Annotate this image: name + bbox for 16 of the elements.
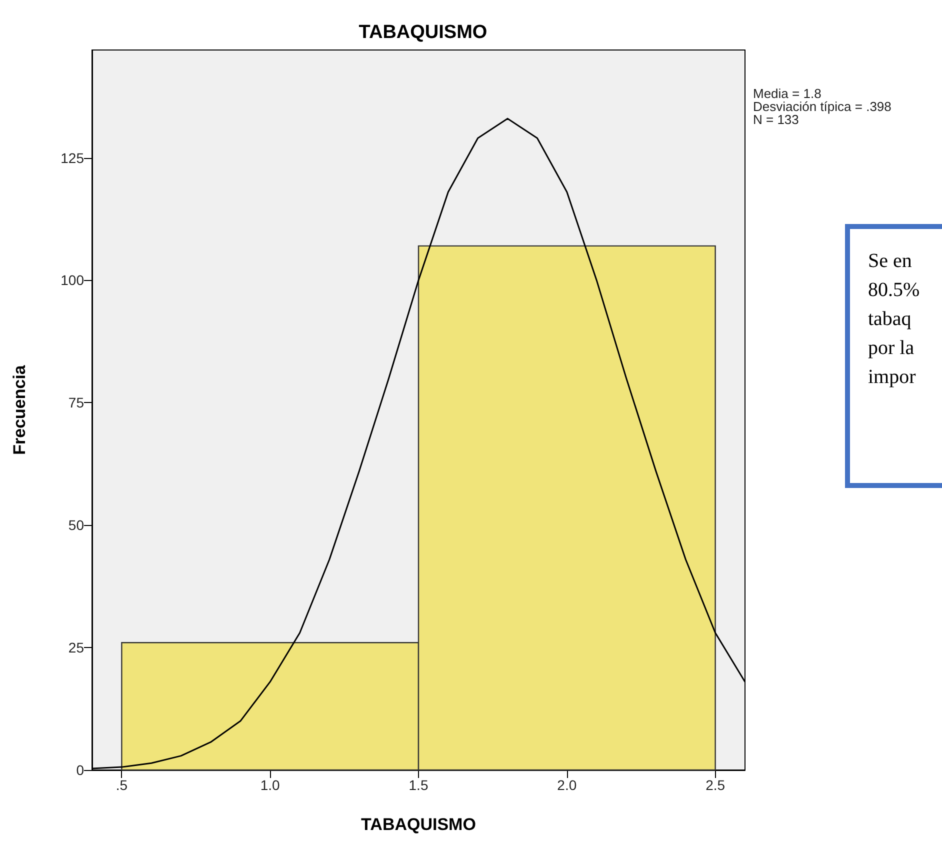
y-tick-label: 75 bbox=[68, 394, 84, 411]
x-tick-label: 2.0 bbox=[557, 777, 577, 793]
x-tick-label: 1.0 bbox=[260, 777, 280, 793]
y-tick-label: 0 bbox=[76, 762, 84, 778]
y-tick-label: 25 bbox=[68, 640, 84, 656]
y-axis-title: Frecuencia bbox=[10, 364, 29, 455]
text: Media = 1.8 Desviación típica = .398 N = 133 bbox=[753, 86, 892, 127]
y-tick-label: 125 bbox=[60, 150, 84, 166]
y-tick-label: 50 bbox=[68, 517, 84, 534]
text-box: Se en 80.5% tabaq por la impor bbox=[845, 224, 942, 488]
chart-title: TABAQUISMO bbox=[358, 22, 488, 43]
y-tick-label: 100 bbox=[60, 272, 84, 288]
x-tick-label: 2.5 bbox=[706, 777, 726, 793]
x-tick-label: .5 bbox=[116, 777, 128, 793]
x-axis-title: TABAQUISMO bbox=[361, 815, 476, 834]
x-tick-label: 1.5 bbox=[408, 777, 428, 793]
